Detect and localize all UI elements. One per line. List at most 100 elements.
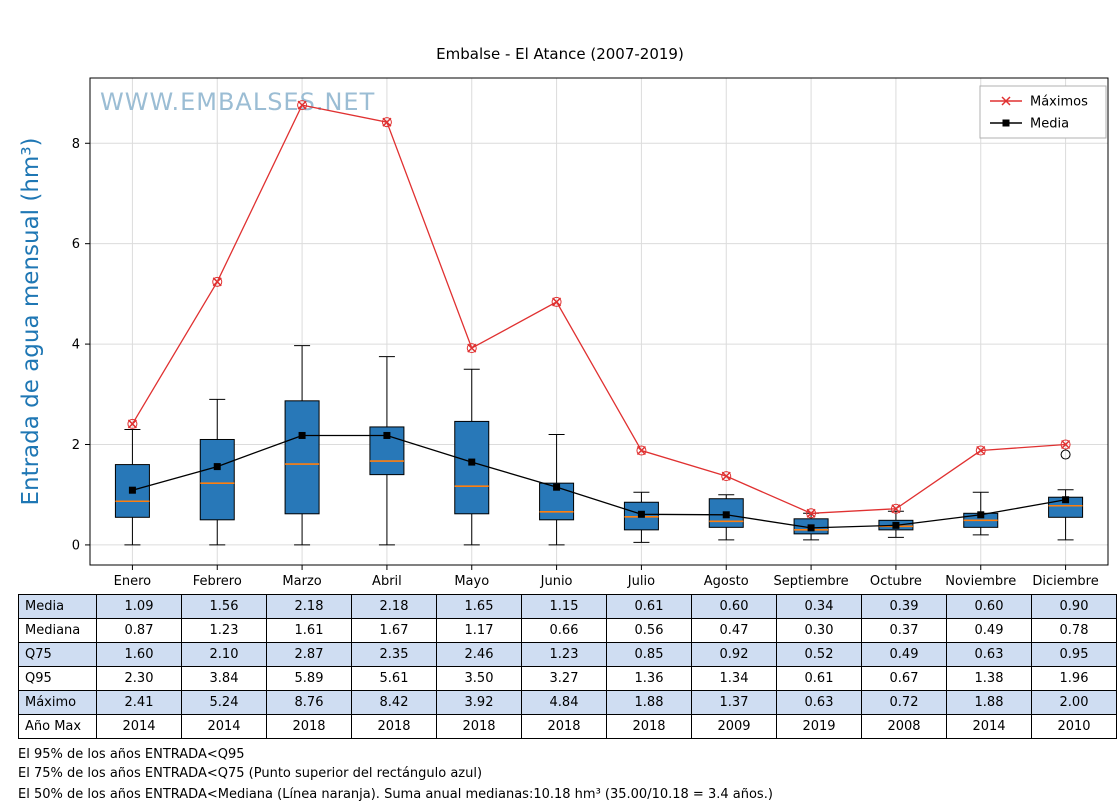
maximos-marker-circle	[721, 471, 732, 482]
table-row: Q95 2.30 3.84 5.89 5.61 3.50 3.27 1.36 1.34 0.61 0…	[18, 666, 1117, 691]
maximos-marker-x	[382, 117, 392, 127]
table-cell: 1.23	[181, 618, 267, 643]
table-cell: 8.42	[351, 690, 437, 715]
table-cell: 2.35	[351, 642, 437, 667]
table-cell: 1.60	[96, 642, 182, 667]
table-cell: 0.61	[606, 594, 692, 619]
table-cell: 0.61	[776, 666, 862, 691]
table-cell: 2014	[181, 714, 267, 739]
table-cell: 1.09	[96, 594, 182, 619]
maximos-marker-circle	[297, 100, 308, 111]
legend: Máximos Media	[979, 85, 1107, 139]
plot-frame	[89, 77, 1109, 566]
y-tick-label: 4	[72, 338, 80, 353]
chart-canvas: WWW.EMBALSES.NET 0 2 4 6 8 Enero Febrero Marzo Ab…	[18, 77, 1109, 589]
table-cell: 2.18	[351, 594, 437, 619]
maximos-marker-circle	[381, 117, 392, 128]
x-tick-label: Junio	[540, 574, 573, 589]
y-tick-label: 8	[72, 137, 80, 152]
maximos-marker-x	[127, 419, 137, 429]
media-marker	[977, 511, 985, 519]
table-cell: 4.84	[521, 690, 607, 715]
maximos-marker-x	[212, 277, 222, 287]
table-cell: 2008	[861, 714, 947, 739]
maximos-marker-x	[976, 445, 986, 456]
x-tick-label: Septiembre	[773, 574, 848, 589]
x-tick-label: Mayo	[454, 574, 489, 589]
table-cell: 0.47	[691, 618, 777, 643]
table-cell: 1.37	[691, 690, 777, 715]
table-cell: 0.72	[861, 690, 947, 715]
table-row-label: Mediana	[18, 618, 97, 643]
maximos-marker-circle	[551, 296, 562, 307]
outlier-point	[1060, 449, 1071, 460]
maximos-marker-circle	[466, 343, 477, 354]
table-cell: 1.61	[266, 618, 352, 643]
table-cell: 2018	[436, 714, 522, 739]
box	[284, 400, 320, 515]
y-axis-label: Entrada de agua mensual (hm³)	[18, 137, 44, 505]
table-row-label: Año Max	[18, 714, 97, 739]
table-cell: 0.63	[946, 642, 1032, 667]
table-cell: 0.34	[776, 594, 862, 619]
box	[454, 420, 490, 515]
table-cell: 3.92	[436, 690, 522, 715]
media-marker	[298, 431, 306, 439]
maximos-marker-x	[552, 297, 562, 307]
table-cell: 5.89	[266, 666, 352, 691]
x-tick-label: Julio	[627, 574, 655, 589]
maximos-marker-x	[1061, 439, 1071, 450]
table-cell: 2018	[266, 714, 352, 739]
table-cell: 0.90	[1031, 594, 1117, 619]
footer-notes: El 95% de los años ENTRADA<Q95 El 75% de…	[18, 746, 773, 805]
table-row: Mediana 0.87 1.23 1.61 1.67 1.17 0.66 0.56 0.47 0…	[18, 618, 1117, 643]
media-marker	[553, 483, 561, 491]
table-cell: 1.88	[606, 690, 692, 715]
table-row: Q75 1.60 2.10 2.87 2.35 2.46 1.23 0.85 0.92 0.52 0…	[18, 642, 1117, 667]
table-cell: 0.60	[946, 594, 1032, 619]
table-row-label: Máximo	[18, 690, 97, 715]
y-tick-label: 2	[72, 438, 80, 453]
table-cell: 2014	[96, 714, 182, 739]
table-cell: 0.60	[691, 594, 777, 619]
table-cell: 5.24	[181, 690, 267, 715]
table-cell: 0.87	[96, 618, 182, 643]
y-tick-label: 6	[72, 237, 80, 252]
table-cell: 0.56	[606, 618, 692, 643]
media-line	[132, 434, 1066, 529]
media-marker	[213, 463, 221, 471]
media-marker	[128, 486, 136, 494]
maximos-marker-x	[636, 445, 646, 456]
table-cell: 0.52	[776, 642, 862, 667]
table-row: Media 1.09 1.56 2.18 2.18 1.65 1.15 0.61 0.60 0.3…	[18, 594, 1117, 619]
media-marker	[383, 431, 391, 439]
maximos-marker-circle	[1060, 439, 1071, 450]
maximos-marker-x	[891, 504, 901, 514]
table-cell: 2.10	[181, 642, 267, 667]
table-row-label: Q95	[18, 666, 97, 691]
x-tick-label: Diciembre	[1032, 574, 1098, 589]
table-cell: 2018	[521, 714, 607, 739]
maximos-marker-x	[806, 508, 816, 518]
table-cell: 0.37	[861, 618, 947, 643]
table-cell: 0.95	[1031, 642, 1117, 667]
table-cell: 0.78	[1031, 618, 1117, 643]
legend-maximos-x	[1001, 96, 1011, 106]
maximos-line	[131, 104, 1066, 514]
stats-table: Media 1.09 1.56 2.18 2.18 1.65 1.15 0.61 0.60 0.3…	[18, 594, 1117, 739]
table-cell: 2.30	[96, 666, 182, 691]
table-cell: 3.50	[436, 666, 522, 691]
x-tick-label: Febrero	[193, 574, 242, 589]
table-cell: 0.49	[861, 642, 947, 667]
maximos-marker-circle	[806, 508, 817, 519]
footer-line-q75: El 75% de los años ENTRADA<Q75 (Punto su…	[18, 766, 483, 781]
table-cell: 5.61	[351, 666, 437, 691]
table-row: Máximo 2.41 5.24 8.76 8.42 3.92 4.84 1.88 1.37 0.…	[18, 690, 1117, 715]
table-cell: 3.27	[521, 666, 607, 691]
table-cell: 1.56	[181, 594, 267, 619]
table-cell: 2.46	[436, 642, 522, 667]
media-marker	[722, 511, 730, 519]
table-cell: 1.34	[691, 666, 777, 691]
x-tick-label: Abril	[372, 574, 402, 589]
